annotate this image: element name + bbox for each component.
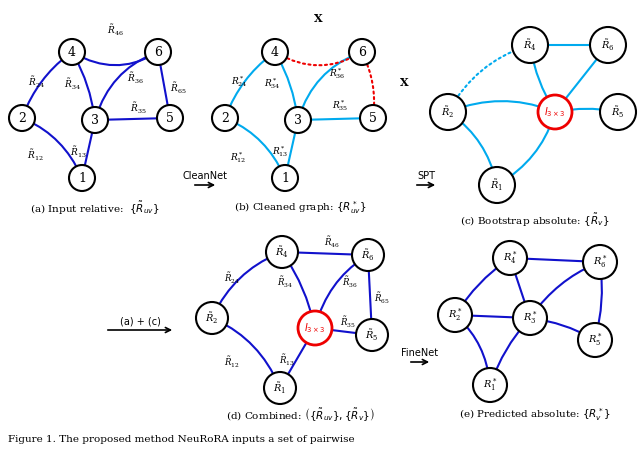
Text: $\tilde{R}_{12}$: $\tilde{R}_{12}$ (27, 147, 44, 163)
Text: $R^*_{4}$: $R^*_{4}$ (502, 249, 517, 267)
Text: $R^*_{24}$: $R^*_{24}$ (230, 75, 248, 89)
Circle shape (145, 39, 171, 65)
Text: CleanNet: CleanNet (182, 171, 227, 181)
Text: (a) + (c): (a) + (c) (120, 316, 161, 326)
Circle shape (59, 39, 85, 65)
Text: $\tilde{R}_{6}$: $\tilde{R}_{6}$ (361, 247, 375, 263)
Text: $\tilde{R}_{6}$: $\tilde{R}_{6}$ (601, 37, 615, 53)
Text: $\tilde{R}_{2}$: $\tilde{R}_{2}$ (442, 104, 454, 119)
Circle shape (298, 311, 332, 345)
Text: $R^*_{36}$: $R^*_{36}$ (329, 66, 345, 81)
Circle shape (266, 236, 298, 268)
Text: $\tilde{R}_{2}$: $\tilde{R}_{2}$ (205, 310, 219, 326)
Text: $R^*_{13}$: $R^*_{13}$ (272, 145, 288, 159)
Text: X: X (314, 13, 323, 23)
Text: $I_{3\times3}$: $I_{3\times3}$ (304, 321, 326, 335)
Text: $\tilde{R}_{1}$: $\tilde{R}_{1}$ (490, 177, 504, 193)
Text: $\tilde{R}_{1}$: $\tilde{R}_{1}$ (273, 380, 287, 396)
Text: $\tilde{R}_{13}$: $\tilde{R}_{13}$ (70, 145, 86, 159)
Text: FineNet: FineNet (401, 348, 438, 358)
Text: $\tilde{R}_{36}$: $\tilde{R}_{36}$ (342, 274, 358, 290)
Text: $I_{3\times3}$: $I_{3\times3}$ (544, 105, 566, 119)
Text: $\tilde{R}_{5}$: $\tilde{R}_{5}$ (365, 327, 379, 343)
Circle shape (69, 165, 95, 191)
Text: $\tilde{R}_{12}$: $\tilde{R}_{12}$ (224, 354, 240, 370)
Text: (e) Predicted absolute: $\{R^*_v\}$: (e) Predicted absolute: $\{R^*_v\}$ (459, 407, 611, 423)
Text: $\tilde{R}_{4}$: $\tilde{R}_{4}$ (523, 37, 537, 53)
Text: 2: 2 (18, 111, 26, 124)
Text: $\tilde{R}_{35}$: $\tilde{R}_{35}$ (130, 101, 147, 115)
Circle shape (262, 39, 288, 65)
Text: $\tilde{R}_{24}$: $\tilde{R}_{24}$ (224, 270, 240, 286)
Circle shape (538, 95, 572, 129)
Text: 2: 2 (221, 111, 229, 124)
Text: $R^*_{6}$: $R^*_{6}$ (593, 253, 607, 271)
Circle shape (264, 372, 296, 404)
Text: $R^*_{35}$: $R^*_{35}$ (332, 98, 348, 114)
Text: $R^*_{5}$: $R^*_{5}$ (588, 331, 602, 348)
Text: (c) Bootstrap absolute: $\{\tilde{R}_v\}$: (c) Bootstrap absolute: $\{\tilde{R}_v\}… (460, 211, 610, 229)
Circle shape (360, 105, 386, 131)
Text: $\tilde{R}_{36}$: $\tilde{R}_{36}$ (127, 70, 143, 86)
Text: 4: 4 (271, 45, 279, 58)
Circle shape (583, 245, 617, 279)
Text: 1: 1 (78, 172, 86, 185)
Circle shape (285, 107, 311, 133)
Text: $\tilde{R}_{65}$: $\tilde{R}_{65}$ (170, 80, 186, 96)
Circle shape (157, 105, 183, 131)
Text: $R^*_{34}$: $R^*_{34}$ (264, 76, 280, 92)
Text: $R^*_{12}$: $R^*_{12}$ (230, 150, 246, 166)
Text: 6: 6 (358, 45, 366, 58)
Circle shape (349, 39, 375, 65)
Text: $\tilde{R}_{13}$: $\tilde{R}_{13}$ (279, 352, 295, 368)
Text: $R^*_{1}$: $R^*_{1}$ (483, 376, 497, 394)
Circle shape (600, 94, 636, 130)
Circle shape (473, 368, 507, 402)
Text: $\tilde{R}_{65}$: $\tilde{R}_{65}$ (374, 291, 390, 306)
Circle shape (196, 302, 228, 334)
Circle shape (512, 27, 548, 63)
Text: (a) Input relative:  $\{\tilde{R}_{uv}\}$: (a) Input relative: $\{\tilde{R}_{uv}\}$ (30, 199, 160, 216)
Circle shape (430, 94, 466, 130)
Circle shape (9, 105, 35, 131)
Text: 3: 3 (294, 114, 302, 127)
Text: $\tilde{R}_{35}$: $\tilde{R}_{35}$ (340, 314, 356, 330)
Text: (d) Combined: $\left(\{\tilde{R}_{uv}\}, \{\tilde{R}_v\}\right)$: (d) Combined: $\left(\{\tilde{R}_{uv}\},… (225, 407, 374, 423)
Text: 4: 4 (68, 45, 76, 58)
Circle shape (479, 167, 515, 203)
Circle shape (590, 27, 626, 63)
Text: $R^*_{3}$: $R^*_{3}$ (523, 309, 538, 326)
Text: $\tilde{R}_{34}$: $\tilde{R}_{34}$ (63, 76, 81, 92)
Circle shape (212, 105, 238, 131)
Text: X: X (400, 76, 408, 88)
Text: $\tilde{R}_{5}$: $\tilde{R}_{5}$ (611, 104, 625, 119)
Text: 1: 1 (281, 172, 289, 185)
Circle shape (513, 301, 547, 335)
Text: 5: 5 (166, 111, 174, 124)
Circle shape (272, 165, 298, 191)
Circle shape (438, 298, 472, 332)
Text: $\tilde{R}_{4}$: $\tilde{R}_{4}$ (275, 244, 289, 260)
Text: 5: 5 (369, 111, 377, 124)
Text: (b) Cleaned graph: $\{R^*_{uv}\}$: (b) Cleaned graph: $\{R^*_{uv}\}$ (234, 200, 366, 216)
Text: SPT: SPT (417, 171, 435, 181)
Circle shape (493, 241, 527, 275)
Text: $\tilde{R}_{46}$: $\tilde{R}_{46}$ (324, 234, 340, 250)
Text: $\tilde{R}_{46}$: $\tilde{R}_{46}$ (107, 22, 124, 38)
Text: $\tilde{R}_{24}$: $\tilde{R}_{24}$ (28, 75, 44, 90)
Circle shape (356, 319, 388, 351)
Circle shape (578, 323, 612, 357)
Text: Figure 1. The proposed method NeuRoRA inputs a set of pairwise: Figure 1. The proposed method NeuRoRA in… (8, 436, 355, 445)
Text: $R^*_{2}$: $R^*_{2}$ (447, 306, 462, 324)
Text: $\tilde{R}_{34}$: $\tilde{R}_{34}$ (277, 274, 293, 290)
Text: 3: 3 (91, 114, 99, 127)
Circle shape (82, 107, 108, 133)
Text: 6: 6 (154, 45, 162, 58)
Circle shape (352, 239, 384, 271)
